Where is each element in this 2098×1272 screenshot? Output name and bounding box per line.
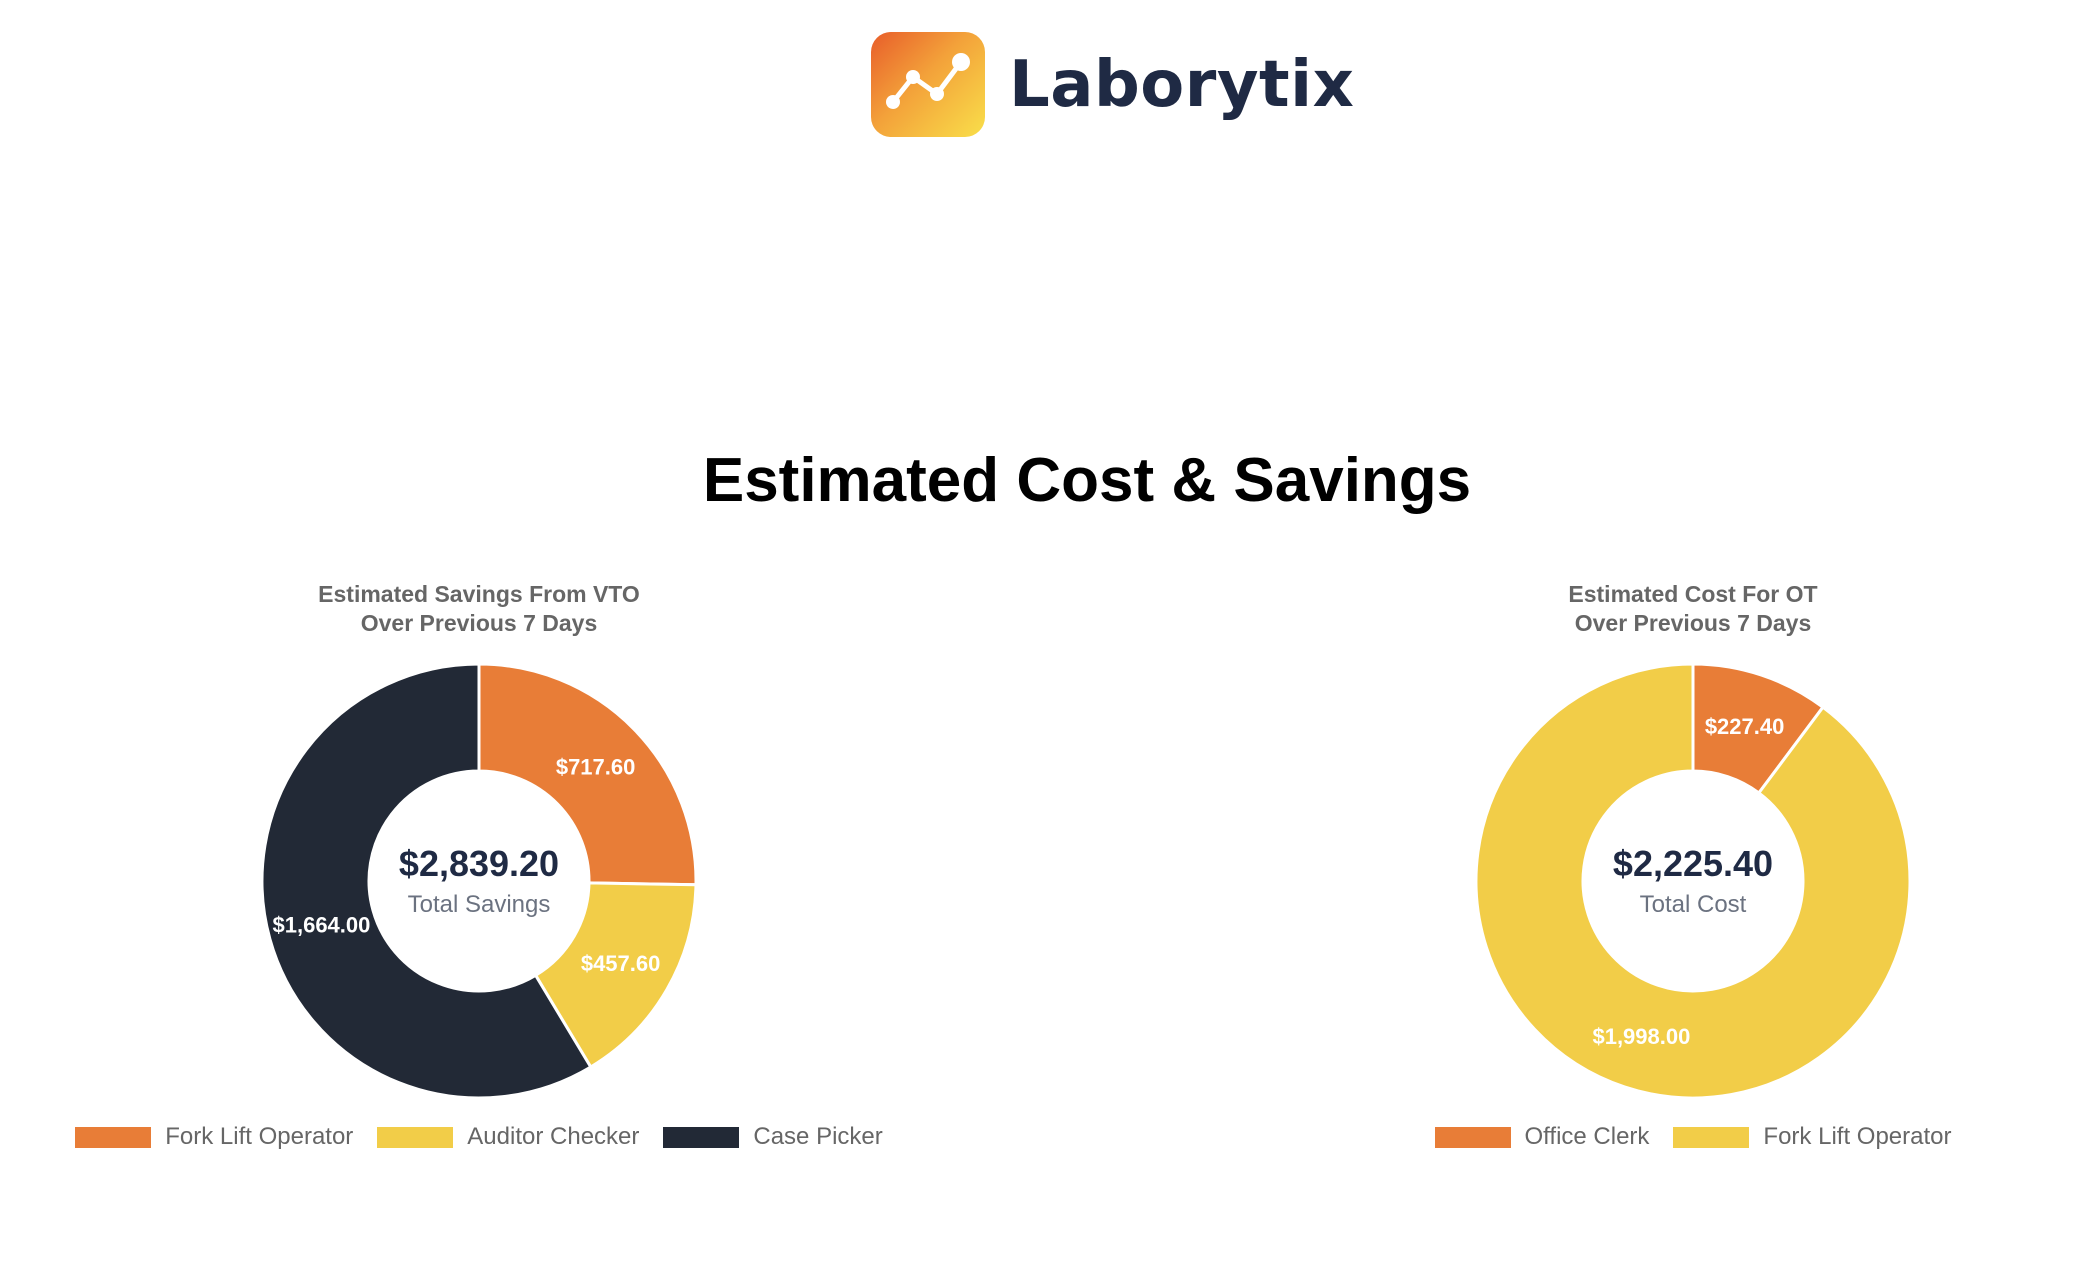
- center-total-label: Total Savings: [407, 891, 551, 918]
- chart-title-line: Estimated Cost For OT: [1568, 581, 1818, 607]
- legend-item[interactable]: Auditor Checker: [377, 1123, 639, 1151]
- page-title: Estimated Cost & Savings: [702, 446, 1472, 515]
- legend-swatch: [377, 1126, 454, 1148]
- slice-case-picker[interactable]: [260, 662, 593, 1100]
- slice-auditor-checker[interactable]: [533, 881, 698, 1070]
- legend-swatch: [75, 1126, 152, 1148]
- chart-title: Estimated Cost For OT Over Previous 7 Day…: [1243, 580, 2098, 638]
- slice-data-label: $1,664.00: [273, 913, 371, 938]
- legend-swatch: [1434, 1126, 1511, 1148]
- legend-label: Case Picker: [753, 1123, 883, 1150]
- brand-name: Laborytix: [1009, 47, 1355, 122]
- ot-cost-chart: Estimated Cost For OT Over Previous 7 Day…: [1243, 580, 2098, 1180]
- chart-legend: Fork Lift Operator Auditor Checker Case Pi…: [29, 1123, 929, 1151]
- chart-title-line: Over Previous 7 Days: [1574, 610, 1812, 636]
- slice-fork-lift-operator[interactable]: [477, 662, 698, 887]
- legend-item[interactable]: Fork Lift Operator: [1673, 1123, 1951, 1151]
- chart-title-line: Estimated Savings From VTO: [318, 581, 640, 607]
- center-total-value: $2,839.20: [398, 843, 560, 884]
- slice-data-label: $457.60: [581, 951, 661, 976]
- legend-swatch: [1673, 1126, 1750, 1148]
- legend-label: Fork Lift Operator: [1763, 1123, 1952, 1150]
- legend-label: Auditor Checker: [467, 1123, 640, 1150]
- chart-title: Estimated Savings From VTO Over Previous …: [29, 580, 929, 638]
- legend-label: Fork Lift Operator: [165, 1123, 354, 1150]
- legend-swatch: [663, 1126, 740, 1148]
- slice-data-label: $227.40: [1705, 714, 1785, 739]
- chart-legend: Office Clerk Fork Lift Operator: [1243, 1123, 2098, 1151]
- brand-logo: Laborytix: [871, 32, 1354, 137]
- legend-item[interactable]: Fork Lift Operator: [75, 1123, 353, 1151]
- chart-title-line: Over Previous 7 Days: [360, 610, 598, 636]
- trend-line-icon: [871, 32, 985, 137]
- vto-savings-chart: Estimated Savings From VTO Over Previous …: [29, 580, 929, 1180]
- donut-chart: $227.40 $1,998.00: [1474, 662, 1912, 1100]
- donut-chart: $717.60 $457.60 $1,664.00: [260, 662, 698, 1100]
- legend-label: Office Clerk: [1524, 1123, 1650, 1150]
- legend-item[interactable]: Office Clerk: [1434, 1123, 1650, 1151]
- slice-data-label: $717.60: [556, 754, 636, 779]
- center-total-label: Total Cost: [1639, 891, 1747, 918]
- legend-item[interactable]: Case Picker: [663, 1123, 883, 1151]
- center-total-value: $2,225.40: [1612, 843, 1774, 884]
- slice-fork-lift-operator[interactable]: [1474, 662, 1912, 1100]
- slice-data-label: $1,998.00: [1592, 1024, 1690, 1049]
